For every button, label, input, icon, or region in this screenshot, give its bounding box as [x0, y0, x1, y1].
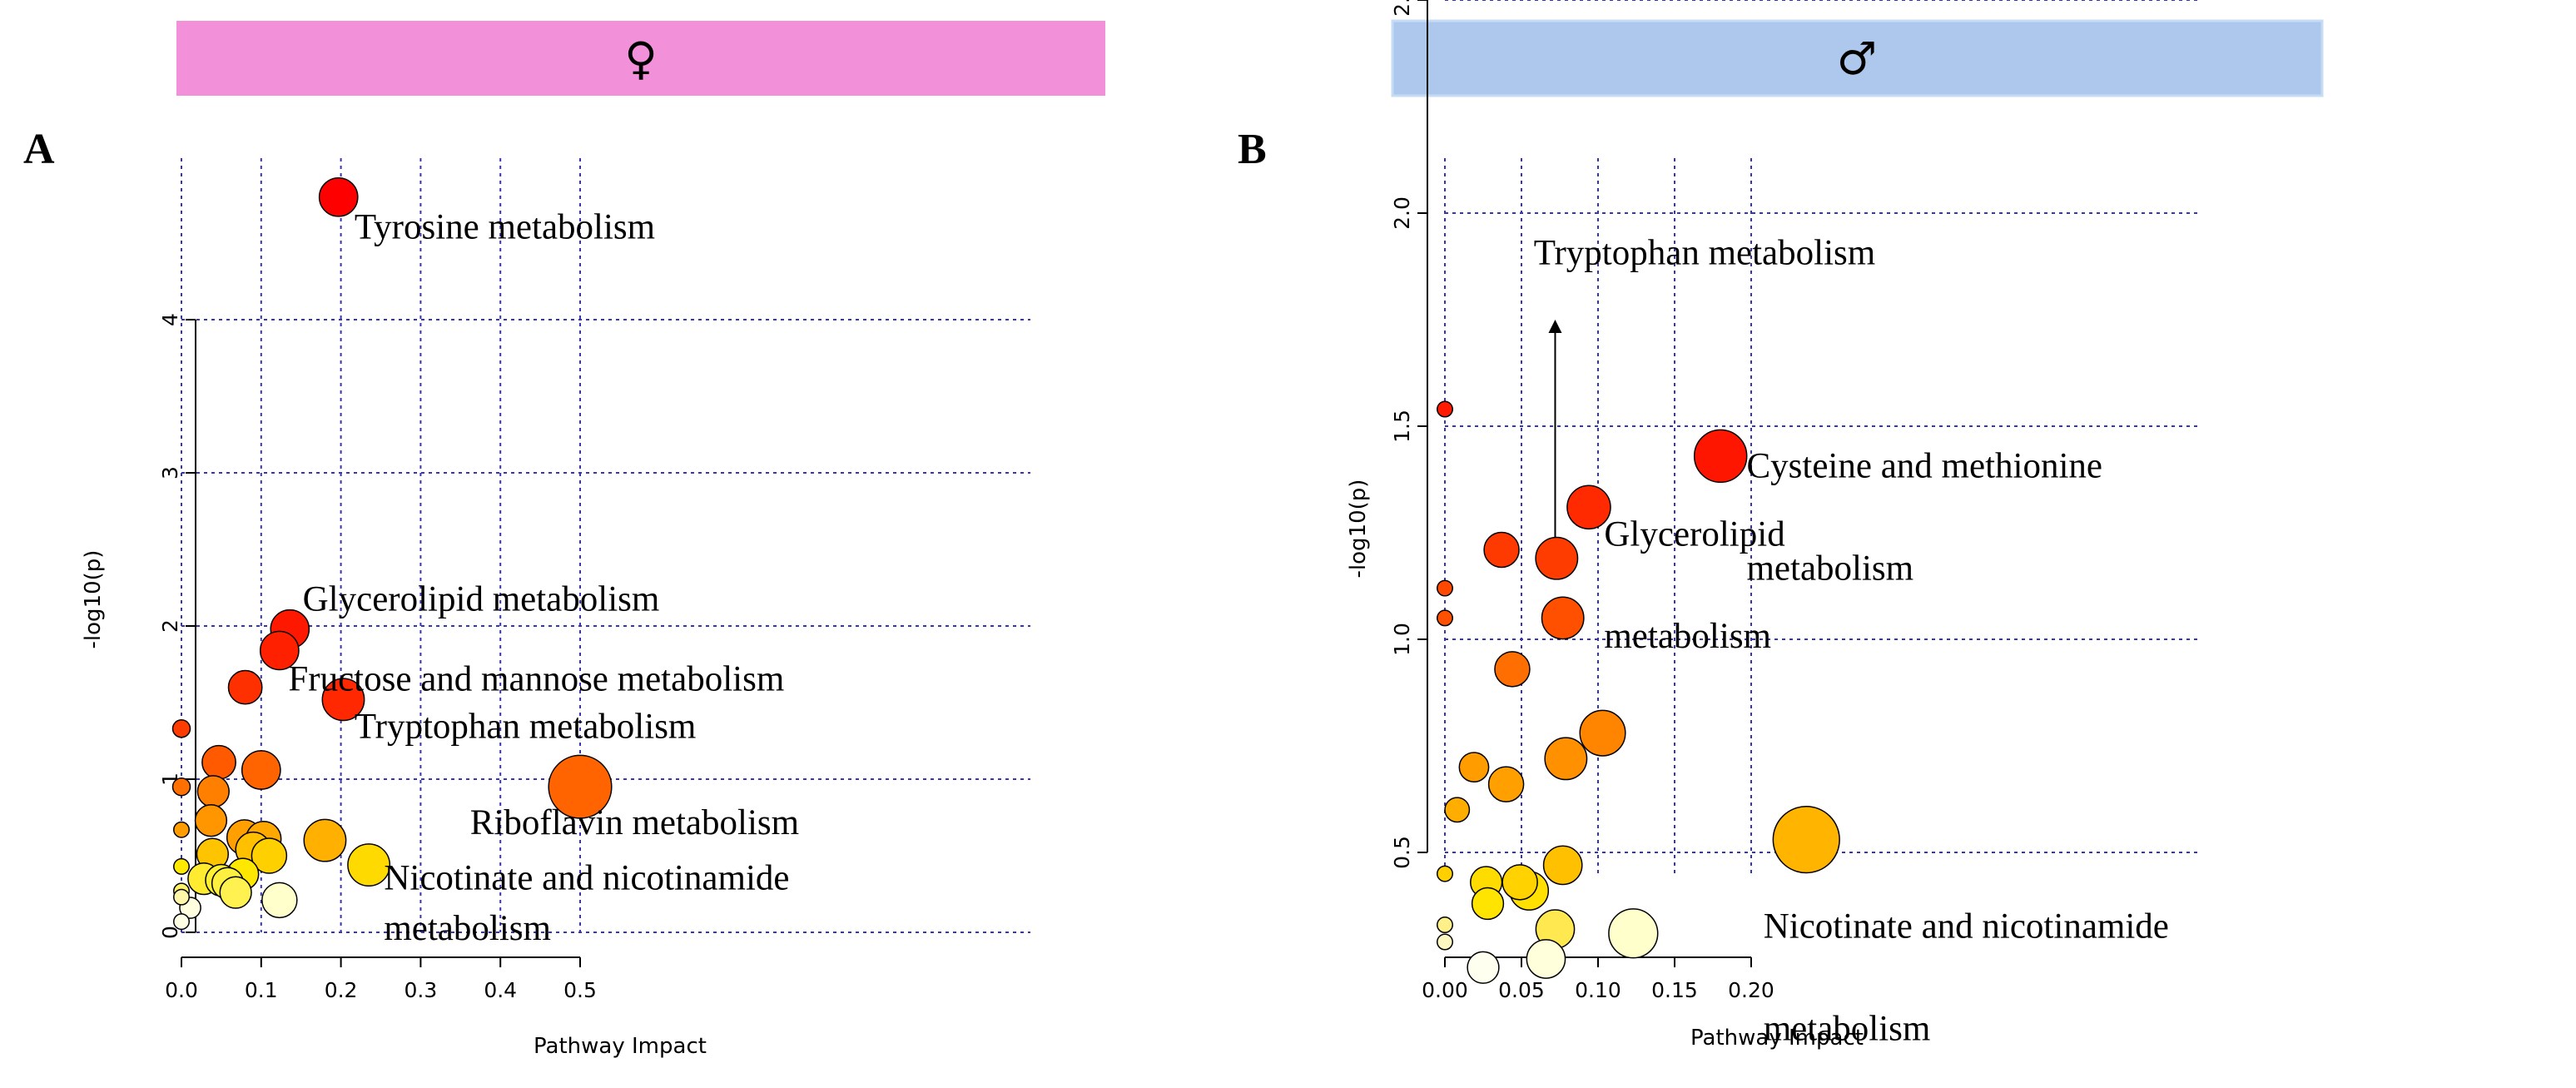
annotation-arrow-head: [1548, 320, 1562, 333]
data-point-a-26: [219, 876, 252, 909]
data-point-a-2: [259, 630, 300, 671]
data-point-b-7: [1437, 579, 1453, 597]
y-tick-label-a-4: 4: [158, 313, 182, 326]
x-tick-label-b-4: 0.20: [1728, 978, 1774, 1002]
panel-a-header-bar: [176, 21, 1105, 96]
x-tick-label-a-1: 0.1: [245, 978, 278, 1002]
x-tick-label-a-5: 0.5: [563, 978, 597, 1002]
male-symbol: ♂: [1837, 32, 1877, 85]
plot-b: 0.51.01.52.02.53.03.50.000.050.100.150.2…: [1346, 0, 2197, 1051]
annotation-label-a-6: metabolism: [384, 909, 551, 948]
y-tick-label-a-0: 0: [158, 926, 182, 939]
data-point-b-18: [1437, 865, 1453, 882]
data-point-a-5: [171, 719, 191, 738]
x-tick-label-b-0: 0.00: [1422, 978, 1468, 1002]
data-point-b-22: [1471, 887, 1505, 921]
data-point-a-0: [318, 176, 359, 217]
data-point-b-2: [1437, 400, 1453, 418]
data-point-b-28: [1467, 951, 1500, 984]
data-point-b-8: [1541, 596, 1585, 640]
data-point-b-17: [1542, 845, 1583, 886]
x-tick-label-b-2: 0.10: [1575, 978, 1621, 1002]
data-point-a-15: [303, 818, 347, 862]
data-point-b-15: [1444, 797, 1471, 823]
x-tick-label-a-0: 0.0: [165, 978, 198, 1002]
data-point-a-8: [171, 777, 191, 797]
data-point-b-19: [1501, 864, 1538, 901]
data-point-b-16: [1772, 805, 1840, 874]
panel-a-letter: A: [23, 126, 55, 173]
annotation-label-a-5: Nicotinate and nicotinamide: [384, 858, 789, 897]
data-point-a-10: [548, 754, 613, 819]
data-point-b-13: [1458, 752, 1490, 782]
annotation-label-b-6: metabolism: [1604, 617, 1771, 656]
data-point-b-10: [1494, 651, 1531, 688]
annotation-label-a-1: Glycerolipid metabolism: [303, 580, 660, 619]
data-point-b-26: [1437, 933, 1453, 951]
data-point-a-30: [173, 913, 190, 931]
x-axis-title-a: Pathway Impact: [534, 1034, 707, 1059]
data-point-a-19: [347, 843, 391, 887]
y-axis-title-b: -log10(p): [1346, 479, 1371, 579]
data-point-b-14: [1487, 766, 1525, 802]
data-point-b-6: [1535, 536, 1579, 580]
data-point-a-3: [227, 669, 263, 705]
data-point-a-6: [201, 744, 236, 780]
data-point-a-11: [194, 804, 228, 837]
data-point-a-20: [173, 857, 190, 875]
data-point-a-18: [251, 837, 288, 874]
data-point-a-7: [241, 750, 281, 790]
data-point-b-5: [1483, 531, 1520, 569]
data-point-b-4: [1566, 484, 1611, 530]
x-tick-label-a-3: 0.3: [405, 978, 438, 1002]
data-point-a-27: [173, 888, 190, 906]
female-symbol: ♀: [624, 32, 658, 85]
data-point-a-9: [196, 775, 230, 808]
data-point-b-25: [1608, 908, 1659, 959]
annotation-label-b-2: Tryptophan metabolism: [1534, 233, 1876, 272]
data-point-b-3: [1693, 429, 1748, 484]
y-tick-label-b-0: 0.5: [1390, 836, 1414, 869]
annotation-label-b-5: Glycerolipid: [1604, 514, 1784, 554]
data-point-b-12: [1544, 737, 1588, 781]
y-tick-label-b-1: 1.0: [1390, 623, 1414, 656]
annotation-label-a-2: Fructose and mannose metabolism: [288, 659, 784, 698]
y-tick-label-b-4: 2.5: [1390, 0, 1414, 17]
annotation-label-b-7: Nicotinate and nicotinamide: [1764, 907, 2169, 946]
annotation-label-a-4: Riboflavin metabolism: [470, 803, 799, 842]
x-tick-label-b-3: 0.15: [1651, 978, 1698, 1002]
y-tick-label-a-3: 3: [158, 466, 182, 479]
panel-b-header-bar: [1391, 19, 2324, 97]
panel-b-letter: B: [1238, 126, 1267, 173]
y-tick-label-b-2: 1.5: [1390, 410, 1414, 443]
y-tick-label-a-2: 2: [158, 619, 182, 633]
y-axis-title-a: -log10(p): [81, 550, 106, 649]
data-point-a-4: [321, 678, 365, 722]
annotation-label-b-3: Cysteine and methionine: [1746, 446, 2102, 485]
data-point-b-27: [1526, 939, 1566, 979]
data-point-b-11: [1579, 709, 1626, 757]
x-tick-label-a-2: 0.2: [325, 978, 358, 1002]
x-axis-title-b: Pathway Impact: [1690, 1026, 1864, 1051]
x-tick-label-b-1: 0.05: [1498, 978, 1545, 1002]
data-point-b-9: [1437, 609, 1453, 627]
annotation-label-b-8: metabolism: [1764, 1009, 1931, 1048]
annotation-label-a-3: Tryptophan metabolism: [355, 707, 697, 746]
data-point-b-23: [1437, 917, 1453, 934]
y-tick-label-b-3: 2.0: [1390, 196, 1414, 230]
data-point-a-28: [261, 882, 298, 919]
x-tick-label-a-4: 0.4: [484, 978, 517, 1002]
annotation-label-b-4: metabolism: [1746, 549, 1913, 588]
data-point-a-12: [173, 821, 190, 838]
annotation-label-a-0: Tyrosine metabolism: [355, 207, 655, 246]
